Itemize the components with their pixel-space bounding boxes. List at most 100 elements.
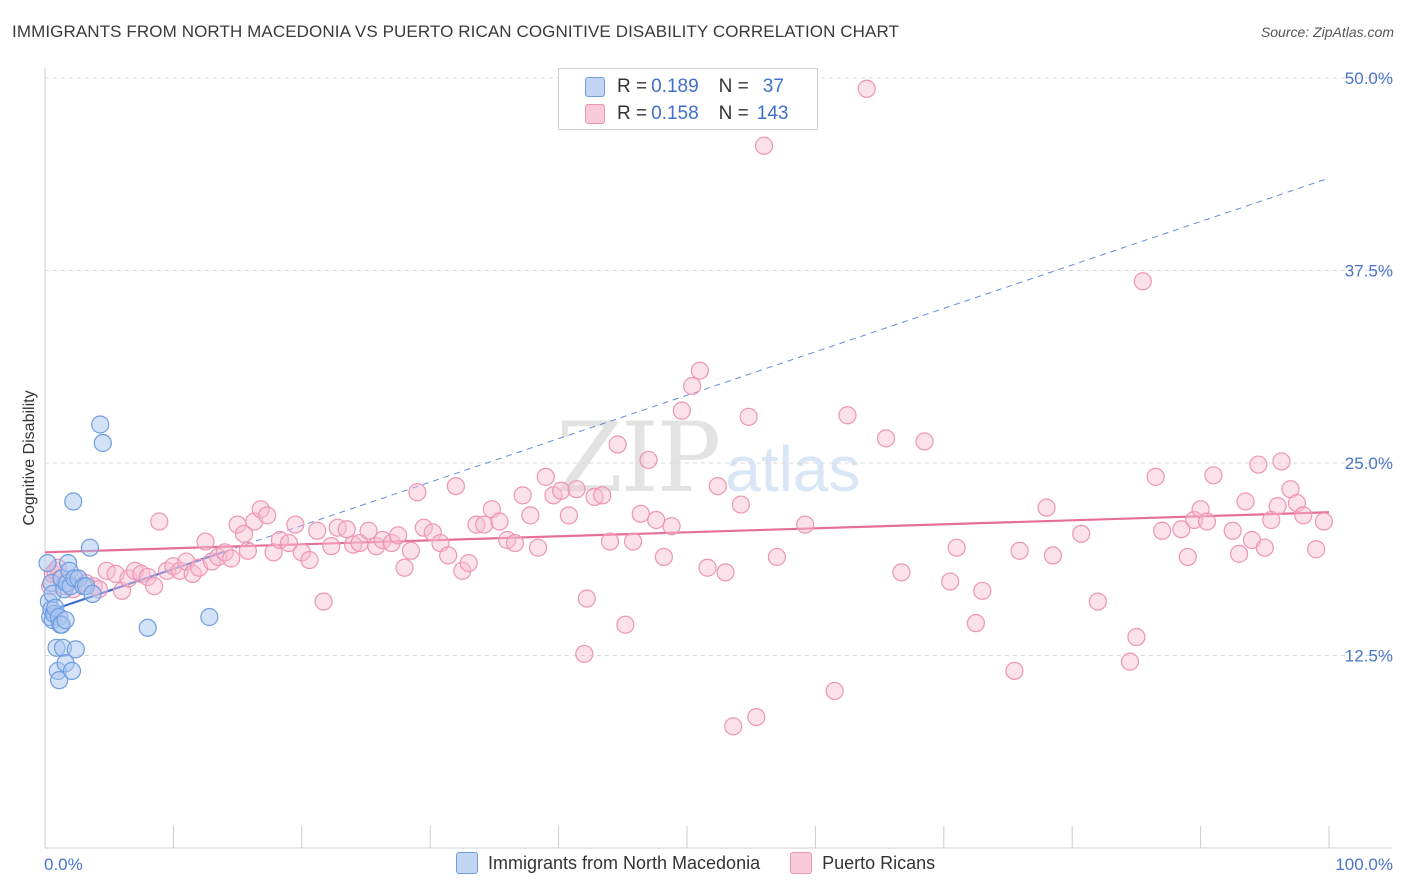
data-point-puerto-ricans [593, 486, 612, 505]
data-point-puerto-ricans [739, 407, 758, 426]
data-point-puerto-ricans [1272, 452, 1291, 471]
data-point-puerto-ricans [150, 512, 169, 531]
legend-n-label: N = [718, 103, 749, 124]
data-point-puerto-ricans [585, 487, 604, 506]
data-point-north-macedonia [50, 671, 69, 690]
data-point-puerto-ricans [1043, 546, 1063, 565]
legend-r-value: 0.189 [651, 76, 699, 97]
data-point-puerto-ricans [825, 681, 844, 701]
legend-item-north-macedonia: Immigrants from North Macedonia [456, 852, 760, 874]
data-point-puerto-ricans [1268, 497, 1287, 516]
data-point-north-macedonia [83, 584, 102, 604]
data-point-north-macedonia [66, 640, 85, 659]
data-point-puerto-ricans [575, 644, 594, 664]
legend-label-north-macedonia: Immigrants from North Macedonia [488, 852, 761, 873]
data-point-puerto-ricans [559, 506, 578, 525]
data-point-puerto-ricans [337, 520, 356, 539]
data-point-puerto-ricans [941, 572, 960, 591]
x-tick-label: 0.0% [44, 855, 83, 874]
legend-r-value: 0.158 [651, 103, 699, 124]
data-point-puerto-ricans [1314, 512, 1333, 531]
data-point-puerto-ricans [528, 538, 548, 557]
legend-n-value: 143 [756, 103, 789, 124]
data-point-puerto-ricans [1005, 661, 1024, 681]
data-point-puerto-ricans [1088, 592, 1107, 611]
data-point-north-macedonia [64, 492, 83, 511]
data-point-puerto-ricans [1127, 627, 1146, 647]
series-north-macedonia [38, 415, 219, 690]
data-point-puerto-ricans [145, 577, 164, 596]
data-point-puerto-ricans [690, 361, 709, 380]
data-point-puerto-ricans [1172, 520, 1191, 539]
y-axis-label: Cognitive Disability [21, 390, 38, 525]
data-point-puerto-ricans [1133, 272, 1152, 291]
y-tick-label: 25.0% [1345, 454, 1393, 473]
data-point-puerto-ricans [672, 401, 691, 420]
y-tick-label: 50.0% [1345, 69, 1393, 88]
data-point-puerto-ricans [308, 521, 327, 540]
data-point-puerto-ricans [401, 541, 421, 560]
data-point-puerto-ricans [202, 552, 222, 571]
stats-legend: R = 0.189 N = 37 R = 0.158 N = 143 [558, 68, 818, 130]
data-point-puerto-ricans [683, 376, 702, 396]
series-legend: Immigrants from North Macedonia Puerto R… [456, 852, 965, 874]
data-point-north-macedonia [80, 538, 100, 557]
source-label: Source: ZipAtlas.com [1260, 24, 1394, 40]
legend-n-label: N = [718, 76, 749, 97]
data-point-north-macedonia [38, 553, 57, 573]
legend-swatch-blue [585, 77, 605, 97]
data-point-puerto-ricans [1204, 466, 1223, 485]
data-point-puerto-ricans [577, 589, 596, 608]
data-point-puerto-ricans [490, 512, 509, 531]
data-point-puerto-ricans [439, 546, 458, 565]
data-point-puerto-ricans [1230, 544, 1249, 563]
data-point-puerto-ricans [973, 581, 992, 600]
data-point-puerto-ricans [389, 526, 408, 545]
data-point-puerto-ricans [196, 532, 215, 551]
data-point-puerto-ricans [459, 553, 478, 573]
data-point-puerto-ricans [754, 136, 774, 155]
data-point-puerto-ricans [258, 506, 277, 525]
data-point-puerto-ricans [1152, 521, 1172, 540]
legend-r-label: R = [617, 76, 648, 97]
data-point-puerto-ricans [157, 561, 177, 580]
legend-swatch-blue [456, 852, 478, 874]
chart-title: IMMIGRANTS FROM NORTH MACEDONIA VS PUERT… [12, 22, 900, 41]
data-point-north-macedonia [138, 618, 157, 637]
tick-labels: 12.5% 25.0% 37.5% 50.0% 0.0% 100.0% [44, 69, 1393, 874]
data-point-puerto-ricans [1197, 512, 1217, 531]
data-point-puerto-ricans [567, 480, 586, 499]
data-point-puerto-ricans [1255, 538, 1274, 557]
trend-line-pink [44, 511, 1330, 554]
legend-row-puerto-ricans: R = 0.158 N = 143 [585, 102, 788, 126]
data-point-puerto-ricans [892, 563, 911, 582]
data-point-puerto-ricans [513, 486, 532, 505]
legend-item-puerto-ricans: Puerto Ricans [790, 852, 935, 874]
data-point-puerto-ricans [446, 477, 465, 496]
data-point-puerto-ricans [408, 483, 427, 502]
data-point-puerto-ricans [796, 515, 815, 534]
data-point-puerto-ricans [322, 537, 341, 556]
data-point-north-macedonia [93, 433, 112, 453]
data-point-puerto-ricans [616, 615, 635, 634]
data-point-puerto-ricans [467, 515, 486, 534]
data-point-puerto-ricans [395, 558, 414, 577]
data-point-puerto-ricans [1010, 541, 1029, 560]
data-point-puerto-ricans [631, 504, 650, 523]
data-point-puerto-ricans [222, 549, 241, 568]
data-point-puerto-ricans [716, 563, 735, 582]
data-point-puerto-ricans [505, 533, 525, 553]
data-point-puerto-ricans [1307, 540, 1326, 559]
data-point-puerto-ricans [1294, 506, 1313, 525]
data-point-puerto-ricans [475, 515, 494, 534]
data-point-puerto-ricans [1120, 652, 1140, 671]
legend-n-value: 37 [762, 76, 784, 97]
data-point-puerto-ricans [1146, 467, 1165, 486]
data-point-puerto-ricans [536, 467, 555, 486]
legend-r-label: R = [617, 103, 648, 124]
data-point-north-macedonia [91, 415, 110, 434]
legend-label-puerto-ricans: Puerto Ricans [822, 852, 936, 873]
legend-swatch-pink [790, 852, 813, 874]
data-point-puerto-ricans [838, 406, 857, 425]
data-point-puerto-ricans [647, 510, 666, 530]
